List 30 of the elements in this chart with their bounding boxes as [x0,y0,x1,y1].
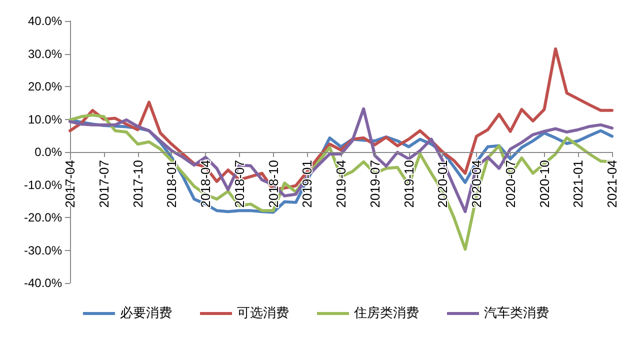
x-tick-label: 2019-04 [334,160,348,208]
x-tick-label: 2018-04 [198,160,213,208]
legend-label: 可选消费 [237,306,289,321]
x-tick-label: 2018-07 [232,160,247,208]
legend-label: 必要消费 [120,306,172,321]
x-tick-label: 2017-07 [96,160,112,208]
y-tick-label: 40.0% [28,14,62,28]
y-tick-label: 10.0% [28,112,62,126]
x-tick-label: 2018-01 [164,160,180,208]
x-tick-label: 2020-10 [536,160,552,208]
x-tick-label: 2020-01 [435,160,450,208]
legend-label: 住房类消费 [353,305,419,321]
y-tick-label: -10.0% [24,178,62,192]
x-tick-label: 2017-04 [62,160,78,208]
x-tick-label: 2021-01 [570,160,586,208]
x-tick-label: 2019-01 [300,160,315,208]
y-tick-label: 20.0% [28,80,62,94]
x-tick-label: 2021-04 [604,160,620,208]
x-tick-label: 2020-07 [502,160,518,208]
y-tick-label: -40.0% [24,276,62,290]
y-tick-label: 30.0% [28,46,62,61]
x-tick-label: 2019-10 [401,160,416,208]
x-tick-label: 2017-10 [130,160,146,208]
x-tick-label: 2018-10 [266,160,281,208]
x-tick-label: 2020-04 [469,160,484,208]
y-tick-label: 0.0% [34,145,62,159]
x-tick-label: 2019-07 [367,160,382,208]
y-tick-label: -20.0% [24,210,62,224]
legend-label: 汽车类消费 [484,306,549,321]
y-tick-label: -30.0% [24,243,62,258]
